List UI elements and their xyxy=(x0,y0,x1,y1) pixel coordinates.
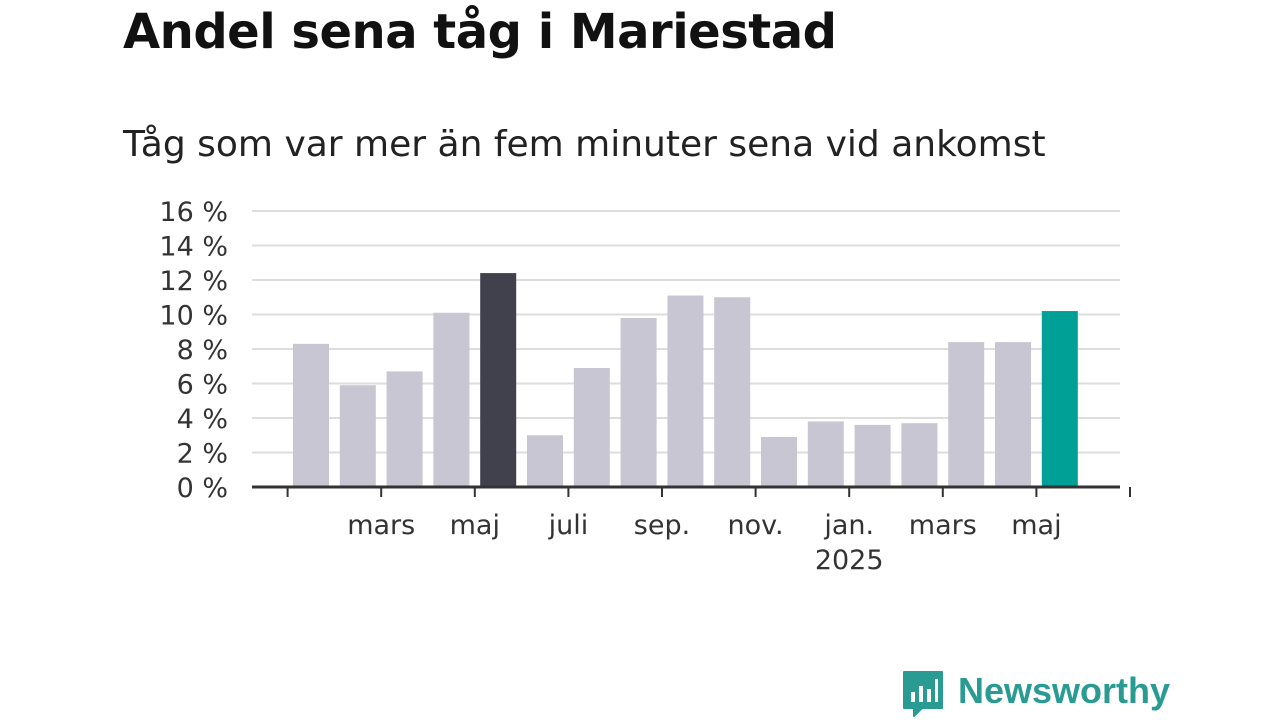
x-tick-label: maj xyxy=(450,510,500,541)
bar xyxy=(573,367,610,487)
y-tick-label: 12 % xyxy=(159,266,228,297)
bar xyxy=(995,342,1031,487)
x-tick-label: juli xyxy=(548,510,589,541)
chart-subtitle: Tåg som var mer än fem minuter sena vid … xyxy=(123,124,1046,165)
bar xyxy=(948,342,985,487)
y-tick-label: 0 % xyxy=(177,473,228,504)
x-tick-year-label: 2025 xyxy=(815,545,884,576)
bar xyxy=(433,312,470,487)
x-axis-labels: mars maj juli sep. nov. jan. 2025 mars maj xyxy=(347,510,1061,576)
x-tick-label: mars xyxy=(909,510,977,541)
bar-chart-speech-bubble-icon xyxy=(903,671,943,717)
bar xyxy=(761,436,797,487)
bar xyxy=(854,424,891,487)
bar xyxy=(1041,311,1078,487)
x-axis xyxy=(252,485,1131,497)
y-tick-label: 2 % xyxy=(177,439,228,470)
bar-chart: 0 %2 % 4 %6 % 8 %10 % 12 %14 % 16 % mars maj j… xyxy=(159,197,1131,576)
y-tick-label: 16 % xyxy=(159,197,228,228)
bar xyxy=(620,317,657,487)
newsworthy-logo: Newsworthy xyxy=(902,670,1172,717)
bar xyxy=(807,421,844,487)
bar xyxy=(714,297,751,487)
y-axis-labels: 0 %2 % 4 %6 % 8 %10 % 12 %14 % 16 % xyxy=(159,197,228,504)
x-tick-label: jan. xyxy=(823,510,874,541)
chart-title: Andel sena tåg i Mariestad xyxy=(123,4,837,60)
y-tick-label: 4 % xyxy=(177,404,228,435)
brand-name: Newsworthy xyxy=(958,670,1171,711)
bars xyxy=(293,273,1078,487)
y-tick-label: 8 % xyxy=(177,335,228,366)
y-tick-label: 6 % xyxy=(177,370,228,401)
x-tick-label: nov. xyxy=(728,510,784,541)
bar xyxy=(293,343,329,487)
bar xyxy=(901,423,938,487)
x-tick-label: maj xyxy=(1011,510,1061,541)
x-tick-label: sep. xyxy=(634,510,690,541)
bar xyxy=(527,435,563,487)
y-tick-label: 10 % xyxy=(159,301,228,332)
bar xyxy=(480,273,517,487)
bar xyxy=(386,371,423,487)
bar xyxy=(667,295,704,487)
bar xyxy=(339,385,376,487)
y-tick-label: 14 % xyxy=(159,232,228,263)
x-tick-label: mars xyxy=(347,510,415,541)
